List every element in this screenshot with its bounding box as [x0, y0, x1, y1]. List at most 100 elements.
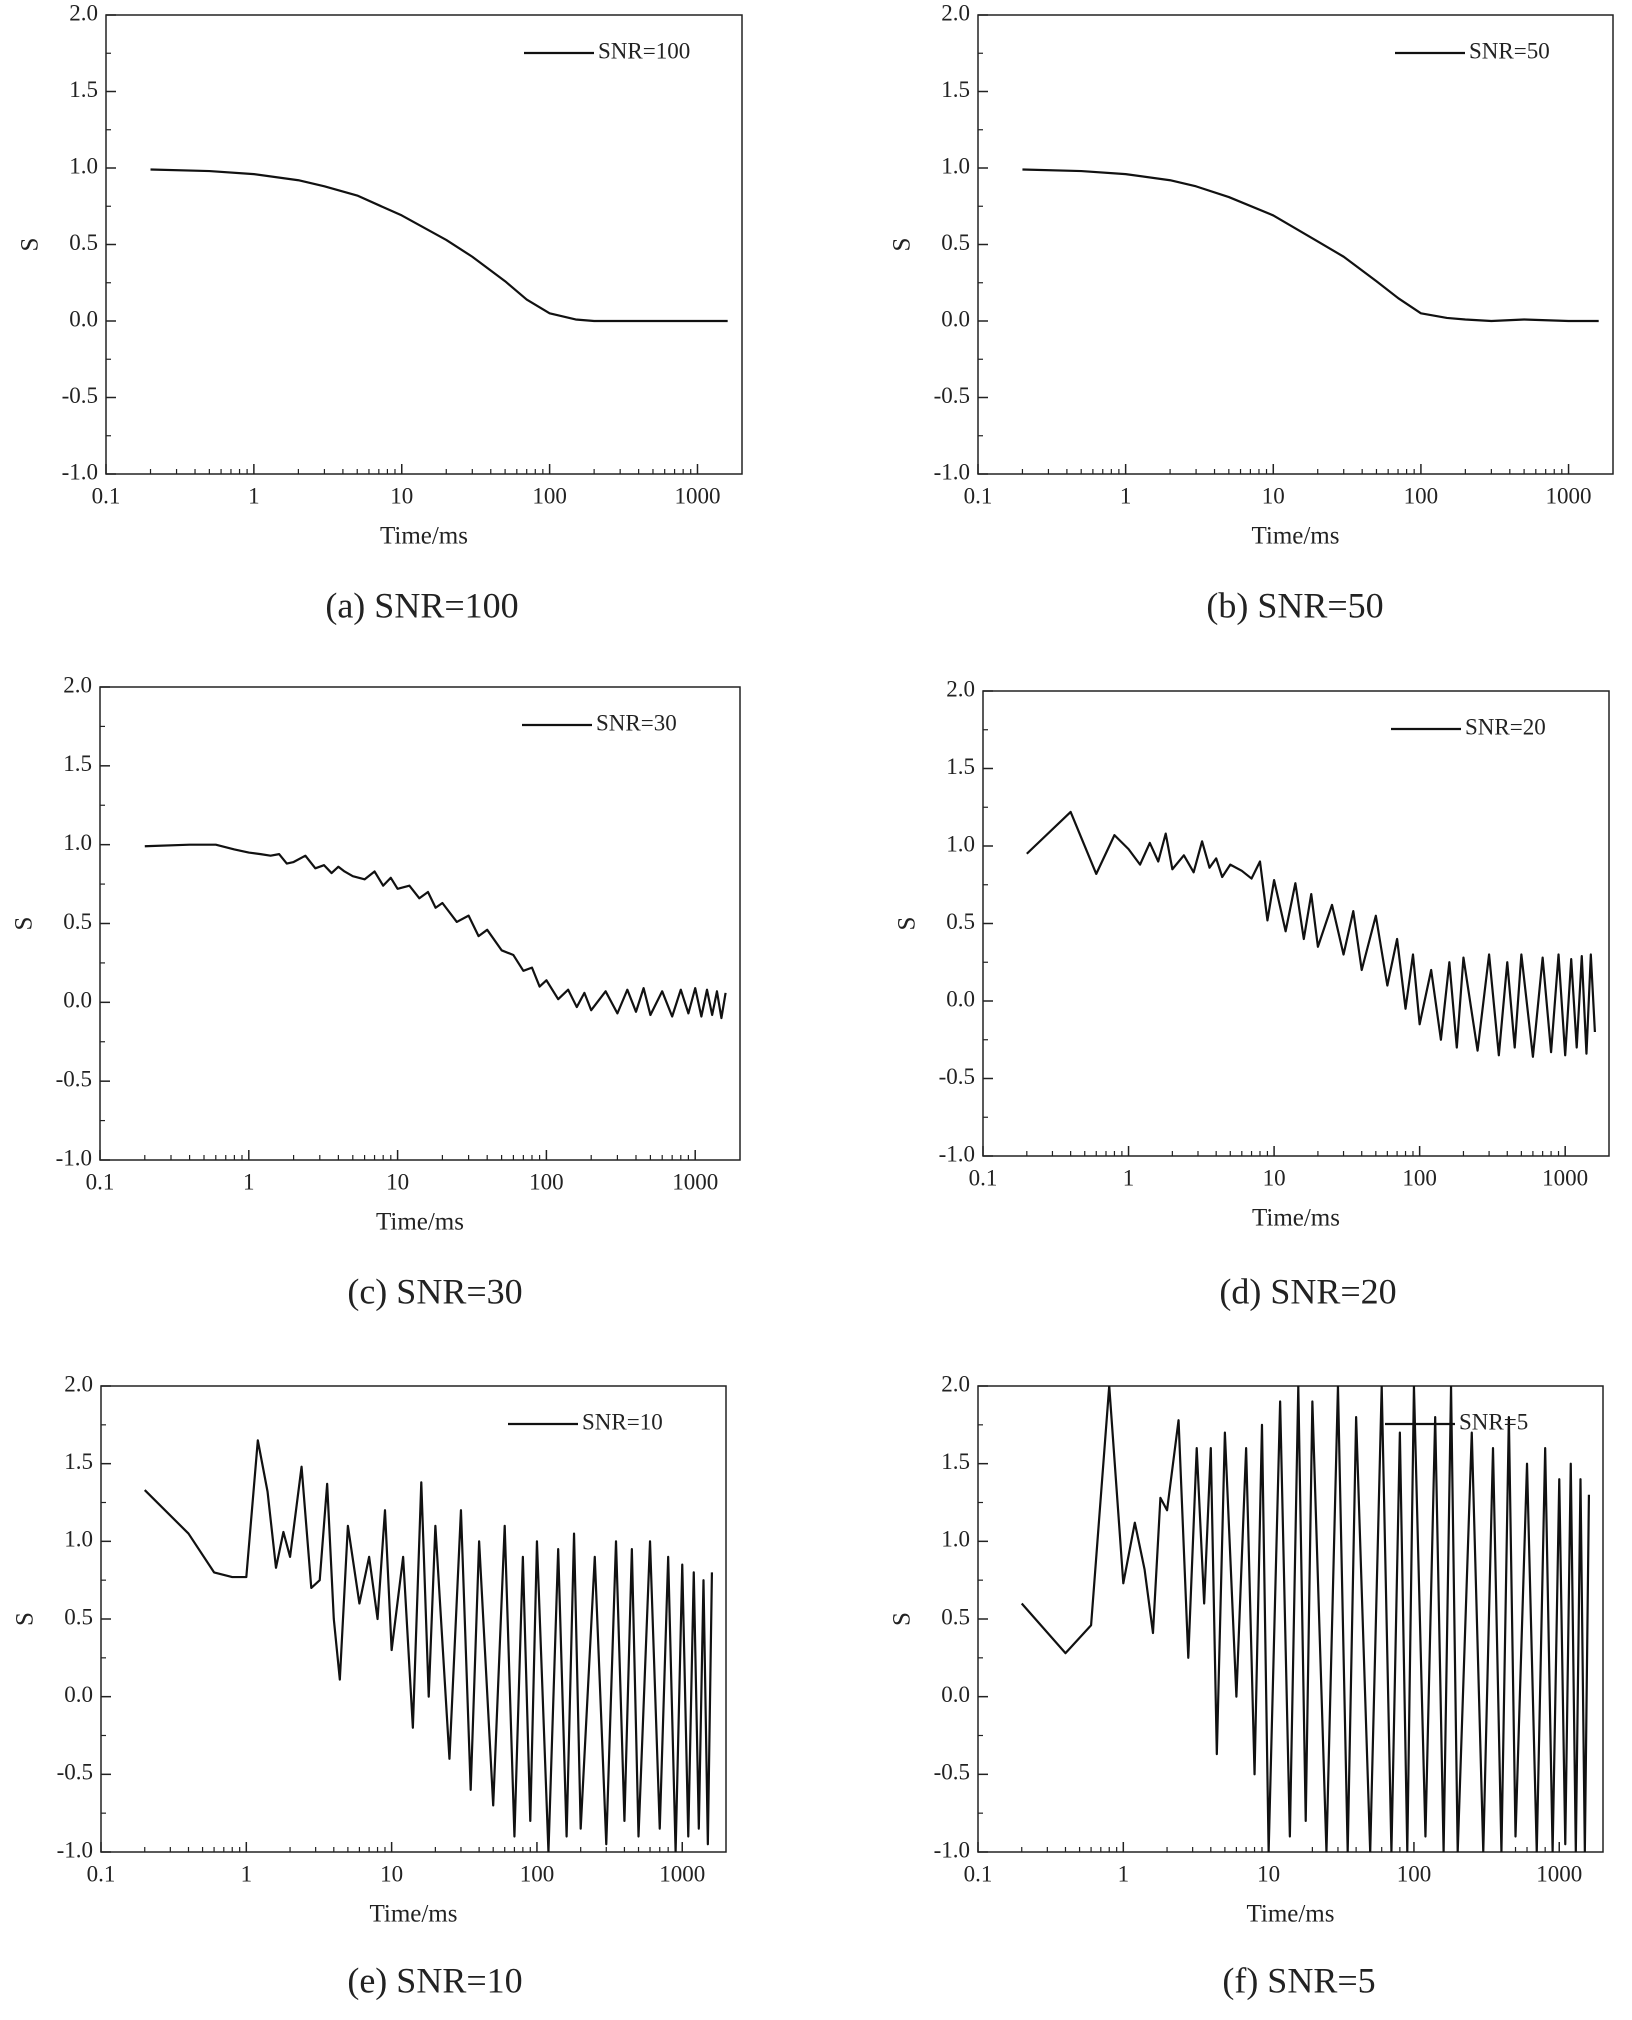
x-tick-label: 100 [1397, 1861, 1432, 1886]
caption: (e) SNR=10 [347, 1960, 522, 2000]
x-tick-label: 10 [390, 483, 413, 508]
x-tick-label: 1000 [1542, 1165, 1588, 1190]
y-tick-label: -0.5 [934, 1760, 970, 1785]
data-line [1026, 810, 1596, 1058]
x-tick-label: 100 [1402, 1165, 1437, 1190]
y-tick-label: 1.5 [63, 751, 92, 776]
y-tick-label: 0.5 [941, 1604, 970, 1629]
data-line [150, 168, 728, 323]
x-tick-label: 10 [386, 1169, 409, 1194]
y-axis-label: S [889, 1612, 916, 1626]
x-tick-label: 100 [529, 1169, 564, 1194]
x-tick-label: 10 [380, 1861, 403, 1886]
caption: (f) SNR=5 [1222, 1960, 1375, 2000]
x-axis-label: Time/ms [369, 1901, 457, 1928]
caption: (a) SNR=100 [325, 585, 518, 625]
legend-label: SNR=10 [582, 1409, 663, 1434]
caption: (d) SNR=20 [1219, 1271, 1396, 1311]
legend-label: SNR=30 [596, 710, 677, 735]
x-tick-label: 10 [1257, 1861, 1280, 1886]
y-tick-label: 1.0 [69, 153, 98, 178]
caption: (b) SNR=50 [1206, 585, 1383, 625]
x-tick-label: 100 [520, 1861, 555, 1886]
y-tick-label: -1.0 [939, 1141, 975, 1166]
y-tick-label: 2.0 [69, 0, 98, 25]
legend-label: SNR=100 [598, 38, 690, 63]
y-tick-label: 1.0 [941, 153, 970, 178]
y-axis-label: S [889, 238, 916, 252]
x-axis-label: Time/ms [1251, 523, 1339, 550]
x-tick-label: 0.1 [87, 1861, 116, 1886]
y-tick-label: 1.0 [63, 830, 92, 855]
y-tick-label: 0.5 [64, 1604, 93, 1629]
y-tick-label: 1.0 [64, 1527, 93, 1552]
y-tick-label: -1.0 [934, 1837, 970, 1862]
y-tick-label: 1.5 [941, 77, 970, 102]
chart: 0.1 1 10 100 1000 -1.0 -0.5 0.0 0.5 1.0 1.5 2.0 Time… [11, 672, 741, 1311]
y-tick-label: -0.5 [56, 1066, 92, 1091]
y-tick-label: -1.0 [56, 1145, 92, 1170]
y-axis-label: S [894, 917, 921, 931]
y-tick-label: 0.5 [69, 230, 98, 255]
x-tick-label: 10 [1262, 483, 1285, 508]
x-tick-label: 100 [1404, 483, 1439, 508]
x-tick-label: 1000 [674, 483, 720, 508]
x-tick-label: 100 [532, 483, 567, 508]
y-tick-label: 1.5 [69, 77, 98, 102]
y-tick-label: 0.5 [946, 909, 975, 934]
x-tick-label: 0.1 [964, 1861, 993, 1886]
y-tick-label: -0.5 [939, 1064, 975, 1089]
chart: 0.1 1 10 100 1000 -1.0 -0.5 0.0 0.5 1.0 1.5 2.0 Time… [12, 1371, 727, 2000]
y-tick-label: 0.5 [63, 909, 92, 934]
y-tick-label: -0.5 [62, 383, 98, 408]
plot-frame [99, 686, 741, 1161]
y-tick-label: 2.0 [941, 0, 970, 25]
x-tick-label: 1 [243, 1169, 255, 1194]
chart: 0.1 1 10 100 1000 -1.0 -0.5 0.0 0.5 1.0 1.5 2.0 Time… [17, 0, 743, 625]
plot-frame [977, 14, 1614, 475]
x-tick-label: 10 [1263, 1165, 1286, 1190]
y-tick-label: 1.0 [941, 1527, 970, 1552]
plot-frame [982, 690, 1610, 1157]
y-tick-label: 0.0 [941, 1682, 970, 1707]
chart: 0.1 1 10 100 1000 -1.0 -0.5 0.0 0.5 1.0 1.5 2.0 Time… [894, 676, 1610, 1311]
x-tick-label: 1 [1123, 1165, 1135, 1190]
x-tick-label: 1 [1118, 1861, 1130, 1886]
y-tick-label: 0.0 [64, 1682, 93, 1707]
y-tick-label: 1.5 [941, 1449, 970, 1474]
y-tick-label: 1.0 [946, 831, 975, 856]
y-axis-label: S [12, 1612, 39, 1626]
y-tick-label: 0.0 [946, 986, 975, 1011]
y-tick-label: 2.0 [63, 672, 92, 697]
y-tick-label: -0.5 [57, 1760, 93, 1785]
y-tick-label: -0.5 [934, 383, 970, 408]
plot-frame [105, 14, 743, 475]
y-tick-label: 0.5 [941, 230, 970, 255]
x-tick-label: 1 [1120, 483, 1132, 508]
y-tick-label: -1.0 [57, 1837, 93, 1862]
x-tick-label: 0.1 [92, 483, 121, 508]
y-tick-label: -1.0 [934, 459, 970, 484]
y-tick-label: 2.0 [941, 1371, 970, 1396]
x-axis-label: Time/ms [1252, 1205, 1340, 1232]
y-axis-label: S [17, 238, 44, 252]
y-tick-label: -1.0 [62, 459, 98, 484]
x-tick-label: 1000 [1546, 483, 1592, 508]
y-tick-label: 2.0 [64, 1371, 93, 1396]
x-tick-label: 0.1 [964, 483, 993, 508]
x-axis-label: Time/ms [376, 1209, 464, 1236]
x-tick-label: 1000 [672, 1169, 718, 1194]
chart: 0.1 1 10 100 1000 -1.0 -0.5 0.0 0.5 1.0 1.5 2.0 Time… [889, 0, 1614, 625]
x-axis-label: Time/ms [1246, 1901, 1334, 1928]
data-line [1020, 1386, 1591, 1852]
y-axis-label: S [11, 917, 38, 931]
legend-label: SNR=50 [1469, 38, 1550, 63]
y-tick-label: 1.5 [64, 1449, 93, 1474]
y-tick-label: 2.0 [946, 676, 975, 701]
x-tick-label: 0.1 [969, 1165, 998, 1190]
legend-label: SNR=5 [1459, 1409, 1528, 1434]
x-tick-label: 1 [248, 483, 260, 508]
x-axis-label: Time/ms [380, 523, 468, 550]
